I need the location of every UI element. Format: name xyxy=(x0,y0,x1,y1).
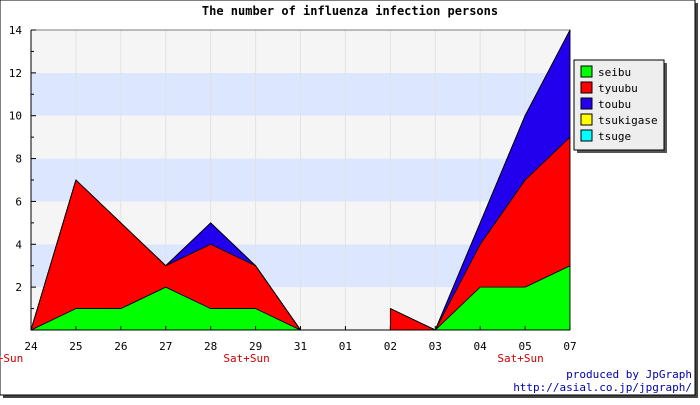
x-tick-label: 03 xyxy=(429,340,442,353)
y-tick-label: 6 xyxy=(15,195,22,208)
weekend-label: Sat+Sun xyxy=(223,352,269,365)
y-tick-label: 12 xyxy=(9,67,22,80)
legend-label: tsukigase xyxy=(598,114,658,127)
x-tick-label: 28 xyxy=(204,340,217,353)
x-tick-label: 07 xyxy=(563,340,576,353)
legend-swatch xyxy=(580,113,593,126)
x-tick-label: 26 xyxy=(114,340,127,353)
x-tick-label: 25 xyxy=(69,340,82,353)
legend-label: seibu xyxy=(598,66,631,79)
y-tick-label: 2 xyxy=(15,281,22,294)
x-tick-label: 31 xyxy=(294,340,307,353)
legend: seibu tyuubu toubu tsukigase tsuge xyxy=(573,59,667,153)
series-areas xyxy=(30,29,571,331)
weekend-label: Sat+Sun xyxy=(497,352,543,365)
y-tick-label: 14 xyxy=(9,24,23,37)
credit-url[interactable]: http://asial.co.jp/jpgraph/ xyxy=(513,381,692,394)
chart-title: The number of influenza infection person… xyxy=(202,4,498,18)
legend-swatch xyxy=(580,65,593,78)
x-tick-label: 04 xyxy=(474,340,488,353)
x-tick-label: 01 xyxy=(339,340,352,353)
x-tick-label: 24 xyxy=(24,340,38,353)
y-tick-label: 4 xyxy=(15,238,22,251)
legend-label: toubu xyxy=(598,98,631,111)
credit-line-1: produced by JpGraph xyxy=(566,368,692,381)
x-tick-label: 05 xyxy=(518,340,531,353)
x-tick-label: 27 xyxy=(159,340,172,353)
y-tick-label: 8 xyxy=(15,153,22,166)
legend-swatch xyxy=(580,97,593,110)
weekend-label: Sat+Sun xyxy=(0,352,23,365)
legend-label: tyuubu xyxy=(598,82,638,95)
y-tick-label: 10 xyxy=(9,110,22,123)
x-tick-label: 02 xyxy=(384,340,397,353)
legend-swatch xyxy=(580,129,593,142)
legend-swatch xyxy=(580,81,593,94)
x-tick-label: 29 xyxy=(249,340,262,353)
legend-label: tsuge xyxy=(598,130,631,143)
